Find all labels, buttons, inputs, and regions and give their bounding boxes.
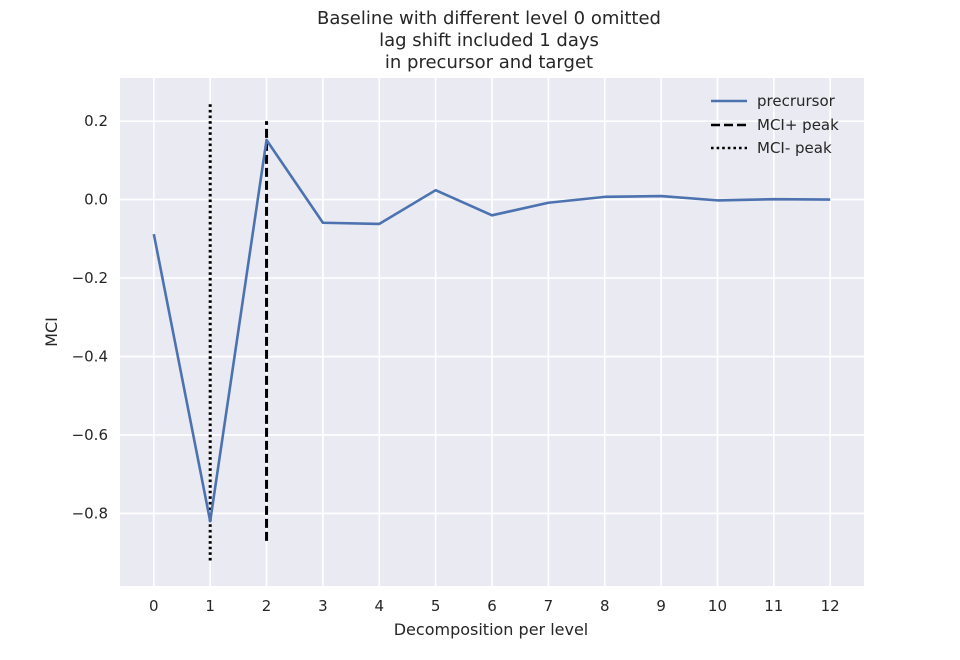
y-tick-label: 0.0	[84, 191, 108, 209]
x-tick-label: 0	[149, 597, 159, 615]
x-tick-label: 6	[487, 597, 497, 615]
x-tick-label: 12	[821, 597, 840, 615]
x-tick-label: 5	[431, 597, 441, 615]
legend-label-precursor: precrursor	[757, 92, 836, 110]
x-tick-label: 11	[764, 597, 783, 615]
x-tick-label: 9	[656, 597, 666, 615]
x-tick-label: 1	[205, 597, 215, 615]
chart-title-line-1: Baseline with different level 0 omitted	[317, 8, 661, 29]
series-line-0	[152, 138, 831, 523]
legend-label-mci-minus-peak: MCI- peak	[757, 139, 832, 157]
series-layer	[152, 101, 831, 561]
y-tick-label: −0.4	[72, 348, 108, 366]
chart-title-line-2: lag shift included 1 days	[379, 30, 599, 51]
y-tick-label: −0.2	[72, 269, 108, 287]
legend-label-mci-plus-peak: MCI+ peak	[757, 116, 839, 134]
y-tick-label: 0.2	[84, 112, 108, 130]
x-axis-label: Decomposition per level	[394, 620, 589, 639]
x-tick-label: 4	[374, 597, 384, 615]
y-tick-label: −0.8	[72, 504, 108, 522]
x-tick-label: 8	[600, 597, 610, 615]
chart-title-line-3: in precursor and target	[385, 52, 593, 73]
y-tick-label: −0.6	[72, 426, 108, 444]
x-tick-label: 3	[318, 597, 328, 615]
x-tick-label: 7	[544, 597, 554, 615]
legend: precrursor MCI+ peak MCI- peak	[711, 92, 839, 157]
y-axis-label: MCI	[42, 317, 61, 347]
x-tick-label: 2	[262, 597, 272, 615]
tick-layer: 0 1 2 3 4 5 6 7 8 9 10 11 120.20.0−0.2−0.4−0.6−0.8	[72, 112, 840, 615]
x-tick-label: 10	[708, 597, 727, 615]
